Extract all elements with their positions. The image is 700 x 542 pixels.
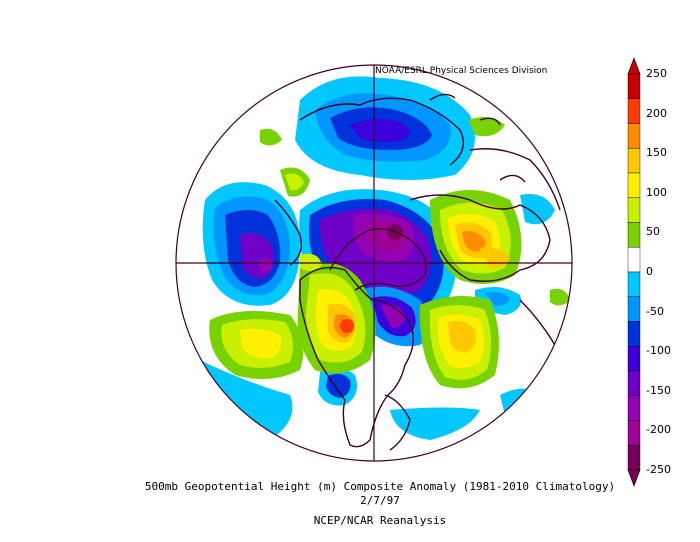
colorbar-swatch	[627, 346, 641, 372]
colorbar-label: -250	[646, 463, 671, 476]
negative-anomaly-south-edge	[200, 360, 480, 440]
positive-anomaly-atlantic	[419, 296, 499, 389]
caption-date: 2/7/97	[360, 494, 400, 507]
colorbar-label: 100	[646, 185, 667, 199]
colorbar-swatch	[627, 222, 641, 248]
colorbar-swatch	[627, 73, 641, 99]
colorbar-swatch	[627, 172, 641, 198]
anomaly-field	[176, 65, 572, 461]
caption-source: NCEP/NCAR Reanalysis	[313, 514, 447, 527]
colorbar-label: -100	[646, 344, 671, 358]
colorbar-label: 50	[646, 225, 660, 239]
positive-anomaly-west-pacific	[209, 311, 304, 379]
colorbar-bottom-arrow	[627, 469, 641, 487]
negative-anomaly-north-pacific	[295, 76, 475, 180]
negative-anomaly-pacific-southwest	[318, 367, 358, 406]
colorbar-swatch	[627, 321, 641, 347]
colorbar	[627, 57, 641, 487]
colorbar-swatch	[627, 420, 641, 446]
colorbar-label: 150	[646, 146, 667, 160]
colorbar-label: 200	[646, 106, 667, 120]
colorbar-swatch	[627, 148, 641, 174]
colorbar-label: 250	[646, 67, 667, 80]
colorbar-top-arrow	[627, 57, 641, 75]
colorbar-swatch	[627, 271, 641, 297]
globe-outline	[175, 64, 573, 462]
colorbar-label: -50	[646, 304, 664, 318]
caption-title: 500mb Geopotential Height (m) Composite …	[144, 480, 616, 493]
colorbar-swatch	[627, 197, 641, 223]
colorbar-swatch	[627, 445, 641, 471]
credit-label: NOAA/ESRL Physical Sciences Division	[375, 66, 548, 76]
colorbar-swatch	[627, 370, 641, 396]
colorbar-swatch	[627, 296, 641, 322]
negative-anomaly-west	[202, 182, 300, 306]
colorbar-label: 0	[646, 265, 653, 278]
colorbar-label: -200	[646, 423, 671, 437]
positive-anomaly-small	[260, 116, 570, 306]
colorbar-swatch	[627, 98, 641, 124]
colorbar-swatch	[627, 123, 641, 149]
colorbar-label: -150	[646, 383, 671, 397]
colorbar-swatch	[627, 247, 641, 273]
colorbar-swatch	[627, 395, 641, 421]
